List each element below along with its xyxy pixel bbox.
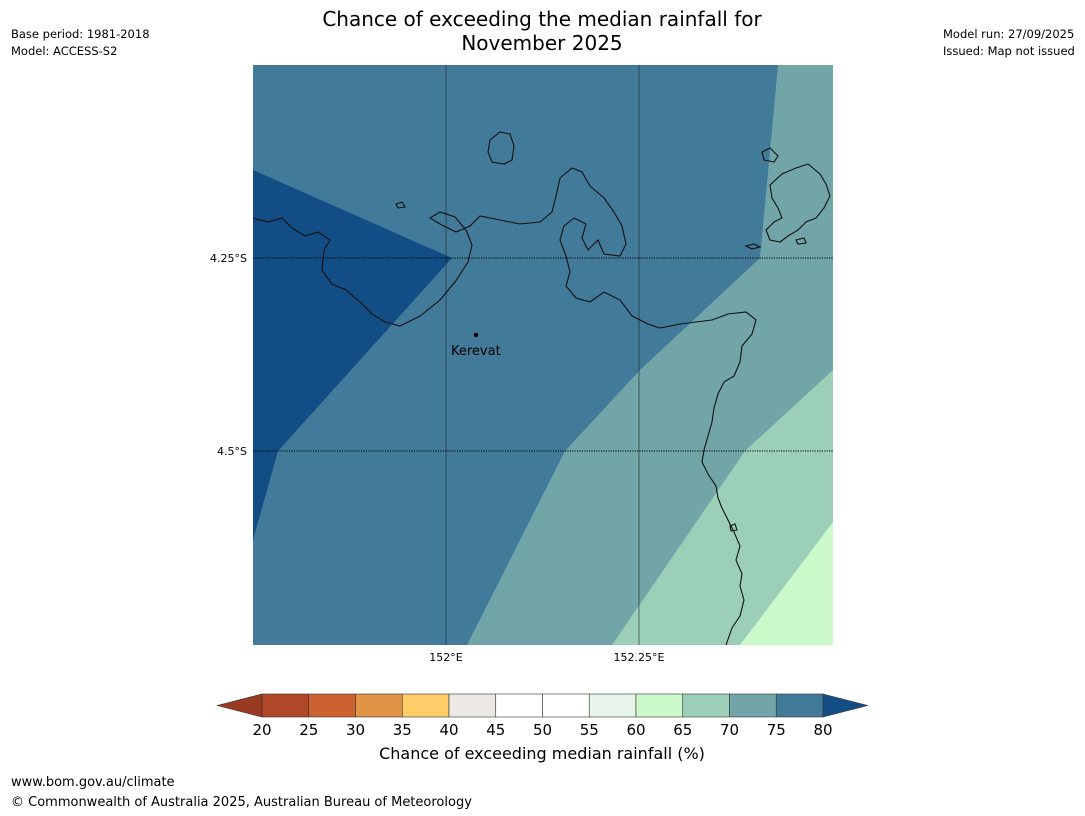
lon-label-152-25: 152.25°E: [614, 651, 665, 664]
colorbar-tick-label: 25: [299, 721, 318, 739]
colorbar-segment: [261, 693, 310, 718]
colorbar-segment: [635, 693, 684, 718]
coastline-islet-se: [744, 243, 762, 250]
colorbar-segment: [495, 693, 543, 718]
colorbar-ticks: 20 25 30 35 40 45 50 55 60 65 70 75 80: [252, 721, 832, 739]
coastline: [253, 131, 831, 645]
zone-above-80: [253, 170, 452, 540]
colorbar-tick-label: 70: [720, 721, 739, 739]
colorbar: 20 25 30 35 40 45 50 55 60 65 70 75 80: [216, 693, 869, 739]
coastline-island-north: [487, 131, 515, 165]
model-run-text: Model run: 27/09/2025: [943, 27, 1075, 41]
colorbar-tick-label: 75: [767, 721, 786, 739]
colorbar-segment: [588, 693, 637, 718]
colorbar-under-arrow: [216, 693, 263, 718]
colorbar-segment: [401, 693, 450, 718]
colorbar-tick-label: 50: [533, 721, 552, 739]
lon-labels: 152°E 152.25°E: [429, 651, 664, 664]
colorbar-tick-label: 65: [673, 721, 692, 739]
zone-60-65: [740, 522, 833, 645]
base-period-text: Base period: 1981-2018: [11, 27, 150, 41]
coastline-main: [253, 167, 757, 645]
colorbar-tick-label: 35: [393, 721, 412, 739]
probability-field: [253, 65, 833, 645]
lat-label-4-5: 4.5°S: [217, 445, 247, 458]
colorbar-tick-label: 40: [439, 721, 458, 739]
colorbar-tick-label: 20: [252, 721, 271, 739]
colorbar-tick-label: 55: [580, 721, 599, 739]
colorbar-tick-label: 80: [813, 721, 832, 739]
lat-labels: 4.25°S 4.5°S: [210, 252, 247, 458]
colorbar-segment: [682, 693, 730, 718]
coastline-duke-of-york: [765, 163, 831, 243]
lat-label-4-25: 4.25°S: [210, 252, 247, 265]
colorbar-segment: [308, 693, 356, 718]
colorbar-segment: [729, 693, 777, 718]
footer-url[interactable]: www.bom.gov.au/climate: [11, 775, 175, 790]
coastline-islet-east: [761, 147, 779, 163]
footer-copyright: © Commonwealth of Australia 2025, Austra…: [11, 795, 472, 810]
place-marker-kerevat: Kerevat: [451, 332, 501, 359]
colorbar-tick-label: 45: [486, 721, 505, 739]
coastline-islet-west: [395, 201, 406, 209]
colorbar-segments: [261, 693, 824, 718]
title-line-2: November 2025: [461, 31, 623, 55]
colorbar-label: Chance of exceeding median rainfall (%): [379, 744, 705, 763]
coastline-islet-rock: [729, 523, 738, 532]
issued-text: Issued: Map not issued: [943, 44, 1075, 58]
metadata-right: Model run: 27/09/2025 Issued: Map not is…: [943, 26, 1075, 60]
title-line-1: Chance of exceeding the median rainfall …: [322, 7, 762, 31]
metadata-left: Base period: 1981-2018 Model: ACCESS-S2: [11, 26, 150, 60]
place-dot: [473, 332, 479, 338]
colorbar-segment: [542, 693, 590, 718]
colorbar-segment: [448, 693, 497, 718]
zone-65-70: [612, 370, 833, 645]
model-text: Model: ACCESS-S2: [11, 44, 118, 58]
map-title: Chance of exceeding the median rainfall …: [242, 7, 842, 55]
coastline-islet-small: [795, 237, 807, 245]
place-label: Kerevat: [451, 344, 501, 359]
colorbar-segment: [355, 693, 403, 718]
colorbar-tick-label: 60: [626, 721, 645, 739]
gridlines: [253, 65, 833, 645]
colorbar-over-arrow: [822, 693, 869, 718]
lon-label-152: 152°E: [429, 651, 462, 664]
colorbar-tick-label: 30: [346, 721, 365, 739]
colorbar-segment: [775, 693, 824, 718]
